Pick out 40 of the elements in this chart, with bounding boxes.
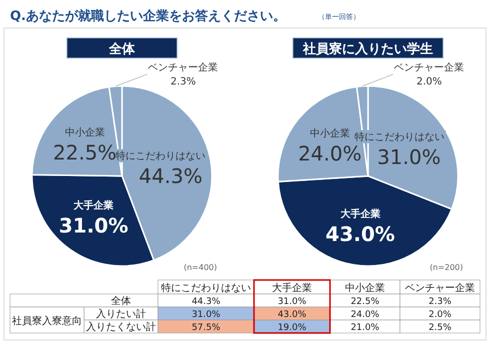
data-label: 2.0% [428, 310, 452, 320]
data-label: 22.5% [53, 140, 117, 164]
slice-label: 特にこだわりはない [354, 131, 445, 144]
data-label: 31.0% [377, 145, 441, 170]
data-label: 19.0% [278, 323, 307, 333]
x-tick-label: 中小企業 [345, 282, 385, 294]
data-label: 31.0% [192, 310, 221, 320]
slice-label: 中小企業 [64, 126, 105, 138]
y-tick-label: 入りたい計 [96, 308, 146, 320]
text: 社員寮入寮意向 [12, 315, 82, 327]
y-tick-label: 全体 [111, 295, 131, 307]
chart-title: 社員寮に入りたい学生 [302, 41, 433, 57]
slice-label: 特にこだわりはない [116, 150, 206, 162]
data-label: 43.0% [278, 310, 307, 320]
text: (n=200) [430, 263, 463, 272]
slice-label: ベンチャー企業 [148, 61, 218, 74]
data-label: 24.0% [350, 310, 380, 320]
slice-label: 中小企業 [310, 127, 350, 140]
data-label: 44.3% [192, 297, 221, 307]
x-tick-label: ベンチャー企業 [405, 282, 475, 294]
data-label: 43.0% [326, 222, 395, 246]
slice-label: 大手企業 [72, 200, 114, 212]
slice-label: 大手企業 [339, 208, 380, 220]
x-tick-label: 大手企業 [272, 282, 312, 294]
data-label: 22.5% [350, 297, 380, 307]
y-tick-label: 入りたくない計 [86, 321, 156, 333]
data-label: 24.0% [298, 141, 362, 166]
data-label: 2.3% [170, 76, 196, 88]
data-label: 2.5% [428, 323, 452, 333]
slice-label: ベンチャー企業 [394, 61, 464, 74]
data-label: 31.0% [58, 214, 128, 238]
x-tick-label: 特にこだわりはない [161, 282, 251, 294]
chart-title: Q.あなたが就職したい企業をお答えください。 [10, 8, 286, 24]
data-label: 44.3% [138, 164, 202, 188]
data-label: 2.0% [416, 76, 442, 88]
data-label: 21.0% [350, 323, 380, 333]
data-label: 2.3% [428, 297, 452, 307]
data-label: 31.0% [278, 297, 307, 307]
data-label: 57.5% [192, 323, 221, 333]
text: (n=400) [184, 263, 217, 272]
